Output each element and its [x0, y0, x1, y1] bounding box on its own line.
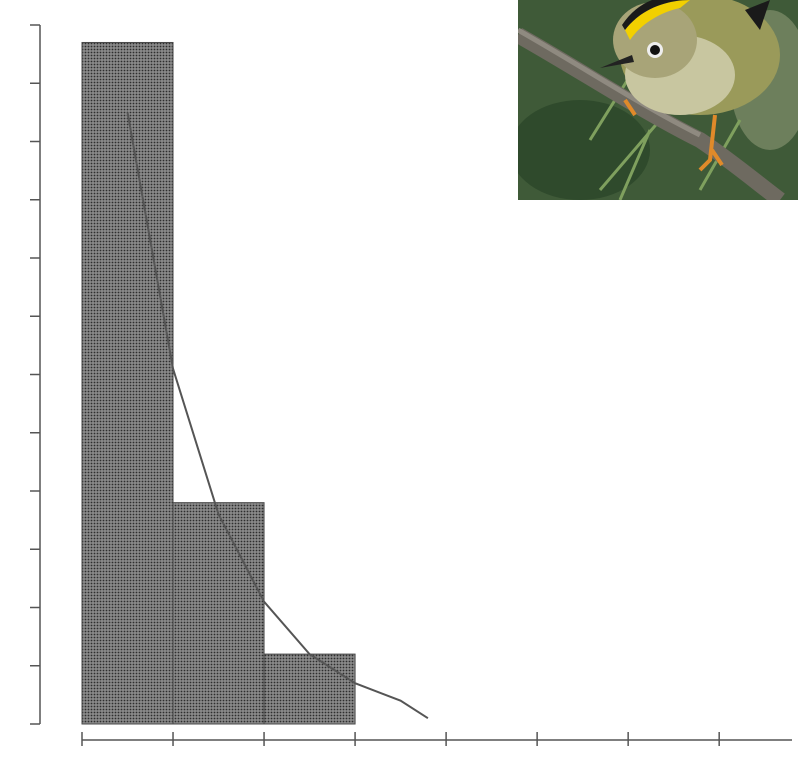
histogram-bar: [172, 502, 265, 725]
histogram-bar: [81, 41, 174, 725]
histogram-bar: [263, 653, 356, 725]
bird-photo: [518, 0, 798, 200]
fit-curve: [126, 112, 429, 720]
